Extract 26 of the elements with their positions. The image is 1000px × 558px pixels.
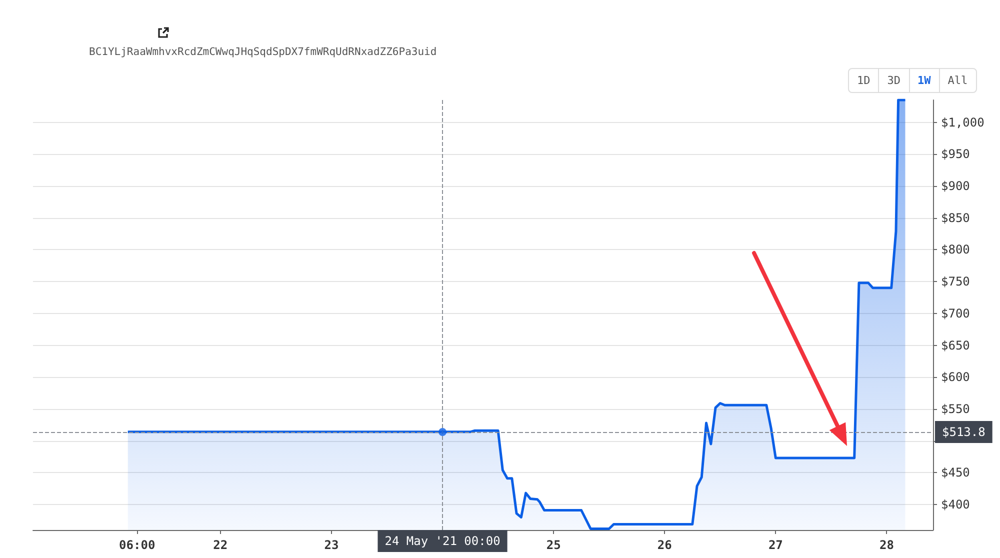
chart-subtitle: BC1YLjRaaWmhvxRcdZmCWwqJHqSqdSpDX7fmWRqUdRNxadZZ6Pa3uid: [89, 46, 437, 58]
y-tick-label: $600: [941, 370, 970, 384]
y-tick-label: $950: [941, 147, 970, 162]
y-tick-label: $450: [941, 466, 970, 480]
y-tick-label: $900: [941, 179, 970, 193]
y-tick-label: $850: [941, 210, 970, 225]
y-tick-label: $550: [941, 402, 970, 416]
y-tick-label: $700: [941, 306, 970, 320]
text: 1W: [908, 69, 939, 92]
y-tick-label: $650: [941, 338, 970, 352]
text: 1D: [856, 73, 872, 89]
text: All: [938, 69, 976, 92]
x-tick-label: 25: [546, 538, 561, 552]
x-tick-label: 27: [768, 538, 783, 552]
y-tick-label: $750: [941, 274, 970, 289]
ref-line-label: 24 May '21 00:00: [384, 534, 500, 548]
x-tick-label: 23: [324, 538, 339, 552]
x-tick-label: 26: [657, 538, 672, 552]
text: 3D: [878, 69, 908, 92]
x-tick-label: 22: [213, 538, 228, 552]
x-tick-label: 28: [880, 538, 894, 552]
y-tick-label: $400: [941, 498, 970, 512]
ref-line-label: $513.8: [942, 425, 986, 440]
y-tick-label: $1,000: [941, 115, 984, 130]
x-tick-label: 06:00: [119, 538, 156, 552]
y-tick-label: $800: [941, 242, 970, 257]
